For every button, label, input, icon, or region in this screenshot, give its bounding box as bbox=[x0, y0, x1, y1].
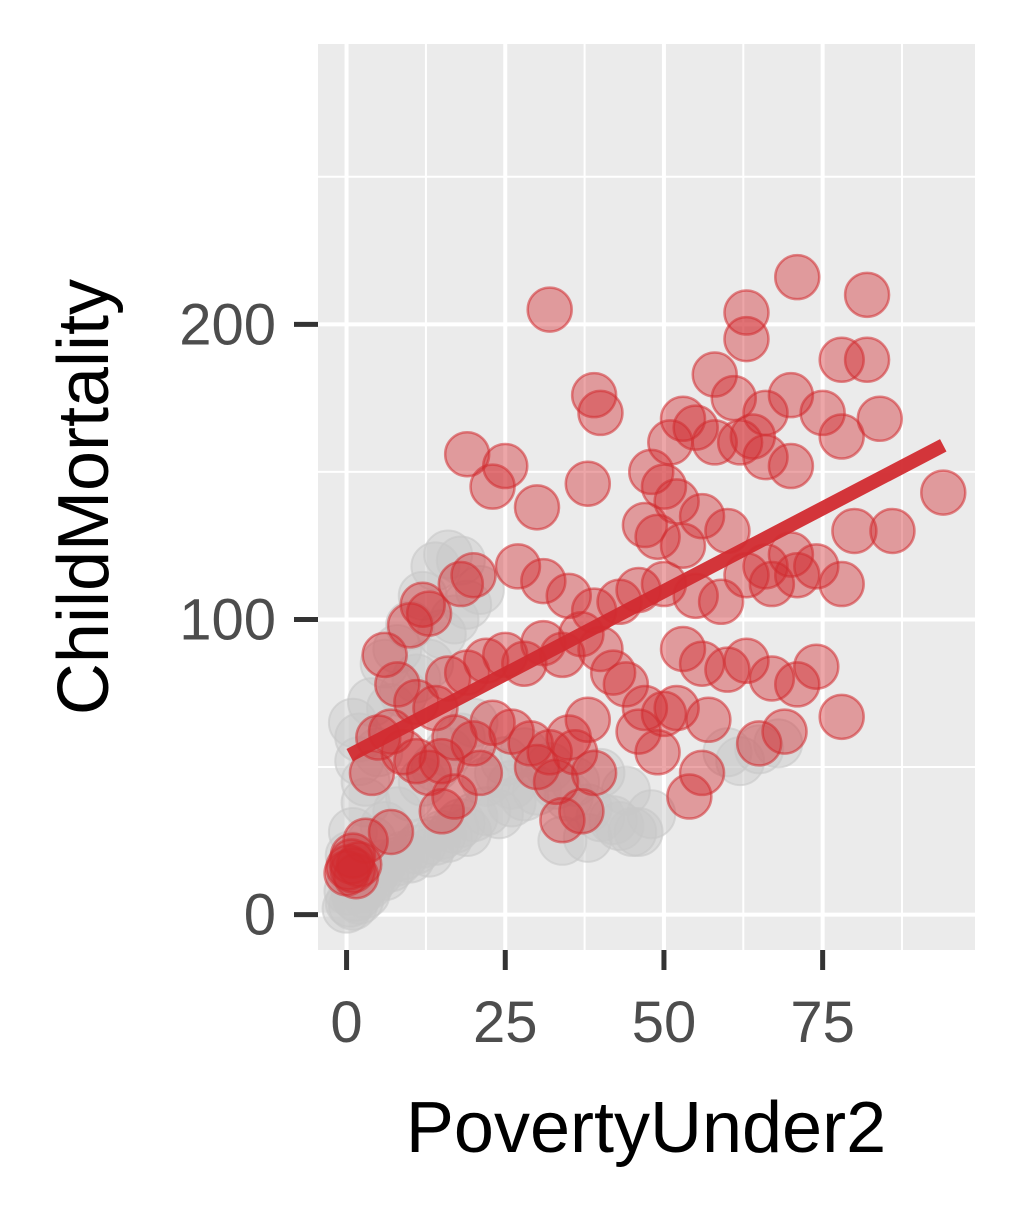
highlighted-point bbox=[431, 714, 478, 761]
background-point bbox=[613, 806, 664, 857]
highlighted-point bbox=[494, 543, 542, 590]
highlighted-point bbox=[818, 560, 865, 608]
background-point bbox=[486, 759, 537, 810]
highlighted-point bbox=[367, 808, 415, 856]
highlighted-point bbox=[723, 315, 770, 363]
background-point bbox=[346, 677, 397, 728]
highlighted-point bbox=[742, 433, 789, 481]
highlighted-point bbox=[653, 684, 700, 732]
highlighted-point bbox=[532, 758, 580, 806]
highlighted-point bbox=[831, 507, 878, 555]
x-tick-label: 25 bbox=[473, 990, 538, 1055]
y-tick-label: 100 bbox=[179, 587, 276, 652]
highlighted-point bbox=[443, 430, 491, 478]
highlighted-point bbox=[513, 484, 561, 531]
background-point bbox=[423, 529, 474, 580]
highlighted-point bbox=[843, 271, 891, 319]
x-tick-label: 0 bbox=[330, 990, 362, 1055]
x-axis-title: PovertyUnder2 bbox=[406, 1088, 886, 1168]
background-point bbox=[359, 638, 410, 689]
panel-background bbox=[318, 44, 975, 950]
highlighted-point bbox=[418, 788, 466, 835]
highlighted-point bbox=[920, 469, 967, 516]
background-point bbox=[562, 812, 613, 863]
y-axis-title: ChildMortality bbox=[44, 279, 124, 715]
background-point bbox=[442, 806, 493, 857]
y-axis: 0 100 200 bbox=[179, 292, 318, 948]
x-axis: 0 25 50 75 bbox=[330, 950, 855, 1055]
highlighted-point bbox=[570, 371, 618, 419]
trend-line bbox=[346, 439, 947, 762]
highlighted-point bbox=[393, 737, 440, 785]
background-point bbox=[435, 535, 486, 586]
highlighted-point bbox=[767, 442, 815, 490]
highlighted-point bbox=[628, 448, 675, 496]
highlighted-point bbox=[456, 749, 504, 797]
highlighted-point bbox=[723, 289, 770, 336]
highlighted-point bbox=[405, 590, 453, 637]
highlighted-point bbox=[659, 625, 707, 673]
background-point bbox=[588, 795, 639, 846]
highlighted-point bbox=[570, 749, 618, 797]
highlighted-point bbox=[520, 557, 567, 605]
highlighted-point bbox=[634, 513, 681, 561]
highlighted-point bbox=[869, 507, 916, 555]
highlighted-point bbox=[735, 720, 783, 767]
highlighted-point bbox=[716, 419, 764, 466]
highlighted-point bbox=[818, 413, 865, 460]
highlighted-point bbox=[774, 253, 821, 301]
highlighted-point bbox=[564, 460, 612, 507]
highlighted-point bbox=[666, 773, 713, 820]
background-point bbox=[486, 777, 537, 828]
highlighted-point bbox=[818, 693, 865, 741]
highlighted-point bbox=[323, 850, 370, 897]
highlighted-point bbox=[678, 492, 726, 540]
highlighted-point bbox=[691, 419, 738, 466]
highlighted-point bbox=[659, 522, 707, 569]
background-point bbox=[397, 570, 448, 621]
highlighted-point bbox=[431, 773, 478, 820]
highlighted-point bbox=[818, 336, 865, 384]
highlighted-point bbox=[748, 560, 796, 608]
highlighted-point bbox=[336, 841, 383, 888]
y-tick-label: 200 bbox=[179, 292, 276, 357]
major-gridlines bbox=[318, 44, 975, 950]
highlighted-point bbox=[678, 749, 726, 797]
highlighted-point bbox=[761, 708, 808, 755]
highlighted-point bbox=[374, 661, 421, 708]
x-tick-label: 50 bbox=[632, 990, 697, 1055]
highlighted-point bbox=[723, 637, 770, 685]
highlighted-point bbox=[856, 395, 904, 443]
highlighted-point bbox=[793, 643, 840, 690]
highlighted-point bbox=[634, 729, 681, 776]
background-point bbox=[600, 765, 651, 816]
highlighted-point bbox=[640, 463, 688, 510]
y-tick-label: 0 bbox=[244, 883, 276, 948]
highlighted-point bbox=[437, 560, 485, 608]
highlighted-point bbox=[526, 286, 573, 333]
highlighted-point bbox=[774, 661, 821, 708]
background-point bbox=[537, 815, 588, 866]
highlighted-point bbox=[672, 404, 719, 451]
highlighted-point bbox=[545, 572, 592, 620]
x-tick-label: 75 bbox=[790, 990, 855, 1055]
highlighted-point bbox=[539, 796, 586, 844]
highlighted-point bbox=[659, 395, 707, 443]
highlighted-point bbox=[469, 463, 516, 510]
highlighted-point bbox=[799, 389, 846, 437]
highlighted-point bbox=[602, 661, 650, 708]
highlighted-point bbox=[843, 336, 891, 384]
highlighted-point bbox=[361, 631, 408, 679]
highlighted-point bbox=[450, 551, 497, 599]
highlighted-point bbox=[577, 389, 624, 437]
highlighted-point bbox=[513, 743, 561, 791]
highlighted-point bbox=[691, 351, 738, 398]
highlighted-point bbox=[774, 551, 821, 599]
